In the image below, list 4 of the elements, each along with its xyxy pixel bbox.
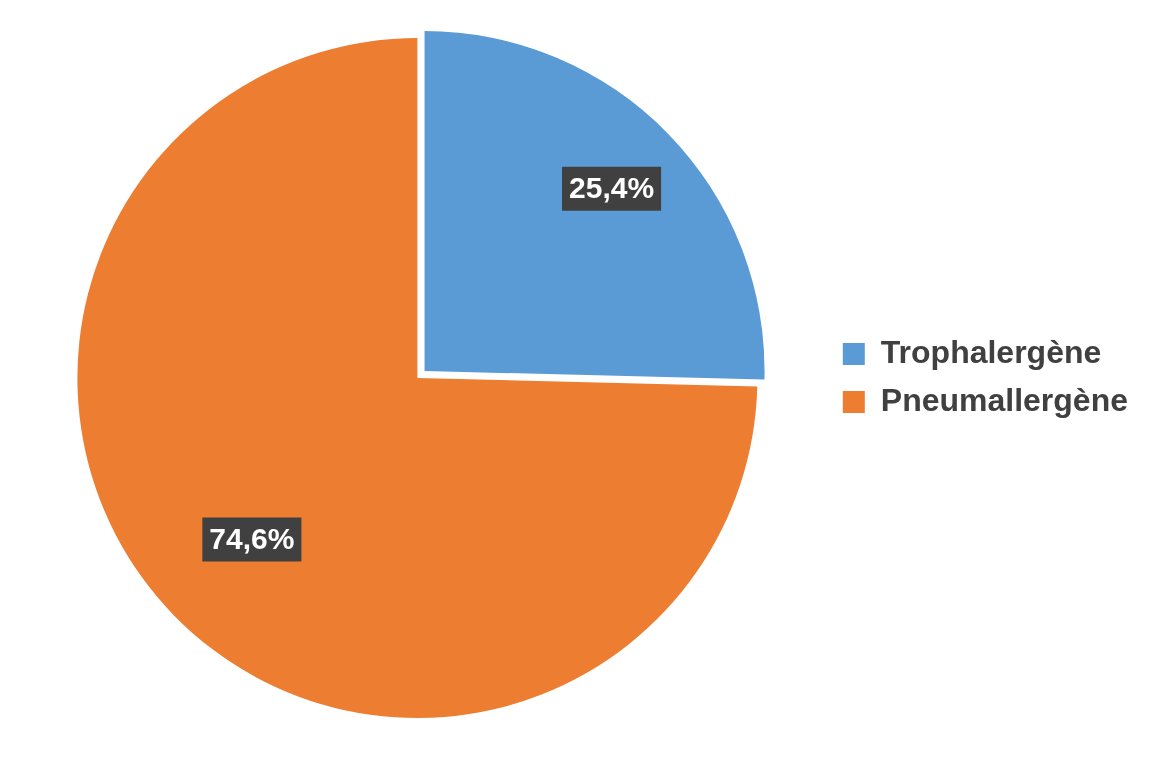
legend-label: Trophalergène [880,333,1102,370]
data-label: 74,6% [209,521,295,555]
legend-label: Pneumallergène [880,381,1128,418]
data-label: 25,4% [569,170,655,204]
